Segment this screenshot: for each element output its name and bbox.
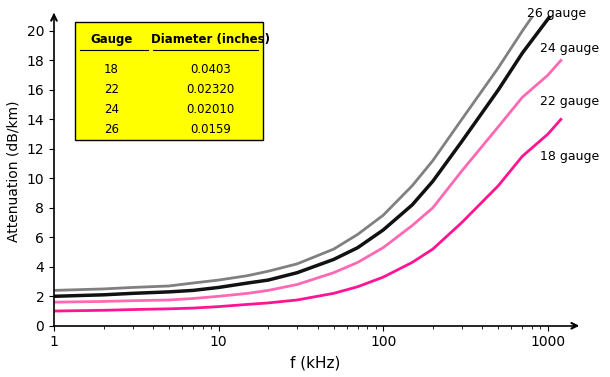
Text: Diameter (inches): Diameter (inches)	[151, 33, 270, 46]
Text: 18 gauge: 18 gauge	[540, 150, 600, 163]
Text: Gauge: Gauge	[90, 33, 132, 46]
Text: 0.02010: 0.02010	[187, 103, 235, 116]
Text: 26: 26	[104, 124, 119, 136]
Text: 26 gauge: 26 gauge	[527, 7, 586, 20]
Text: 22: 22	[104, 83, 119, 96]
Y-axis label: Attenuation (dB/km): Attenuation (dB/km)	[7, 100, 21, 242]
Text: 24: 24	[104, 103, 119, 116]
Text: 0.02320: 0.02320	[187, 83, 235, 96]
X-axis label: f (kHz): f (kHz)	[290, 355, 340, 370]
Text: 22 gauge: 22 gauge	[540, 95, 600, 108]
Text: 24 gauge: 24 gauge	[540, 42, 600, 55]
Text: 0.0159: 0.0159	[190, 124, 231, 136]
Text: 18: 18	[104, 63, 119, 76]
Text: 0.0403: 0.0403	[190, 63, 231, 76]
FancyBboxPatch shape	[75, 22, 263, 140]
